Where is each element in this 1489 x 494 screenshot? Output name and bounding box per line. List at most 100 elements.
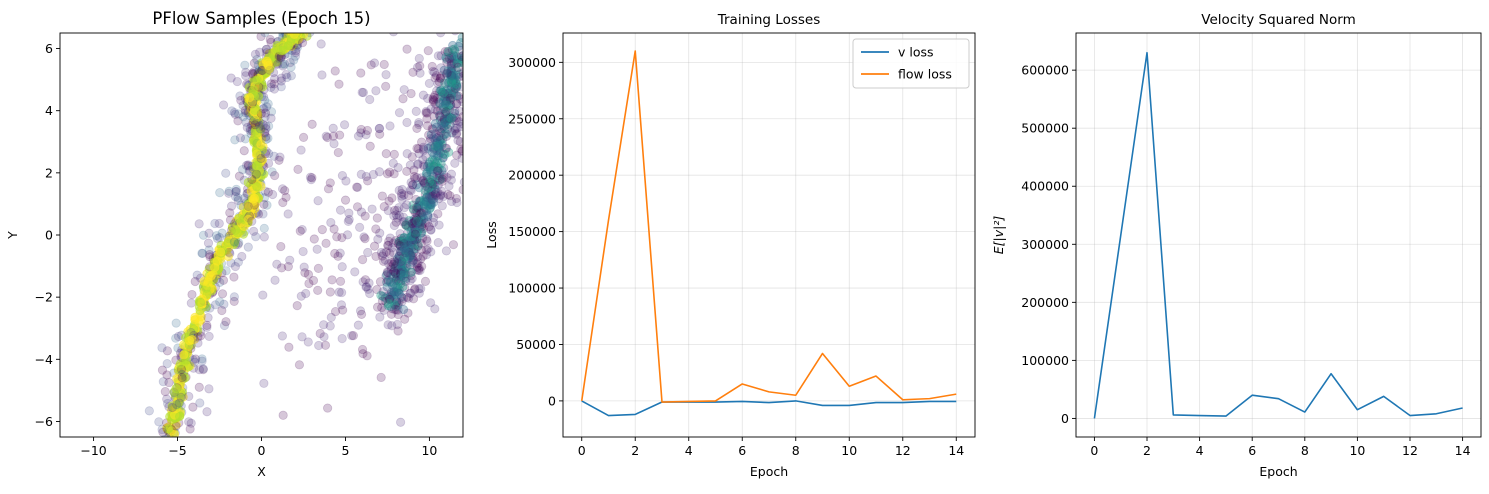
scatter-point <box>443 47 454 57</box>
scatter-point <box>394 264 404 274</box>
scatter-point <box>197 248 207 258</box>
scatter-point <box>334 79 344 89</box>
scatter-point <box>225 208 235 218</box>
scatter-point <box>259 199 269 209</box>
scatter-point <box>171 333 181 343</box>
scatter-point <box>444 77 454 87</box>
scatter-point <box>259 232 269 242</box>
scatter-point <box>432 187 443 197</box>
scatter-point <box>446 100 456 111</box>
scatter-point <box>350 267 360 277</box>
scatter-point <box>289 55 299 65</box>
scatter-point <box>243 203 254 213</box>
scatter-point <box>397 194 407 204</box>
scatter-point <box>403 247 413 257</box>
scatter-point <box>375 277 386 287</box>
scatter-point <box>250 120 260 130</box>
scatter-point <box>412 123 422 133</box>
scatter-point <box>452 81 462 91</box>
scatter-point <box>194 219 204 229</box>
scatter-point <box>272 259 282 269</box>
scatter-point <box>451 70 461 80</box>
scatter-point <box>435 137 445 147</box>
scatter-point <box>465 63 473 71</box>
scatter-point <box>405 237 415 247</box>
scatter-point <box>462 49 463 54</box>
scatter-point <box>265 34 275 45</box>
scatter-point <box>249 66 259 77</box>
scatter-point <box>299 262 309 272</box>
scatter-point <box>371 86 381 96</box>
scatter-point <box>374 167 385 177</box>
scatter-point <box>197 248 208 259</box>
scatter-point <box>408 237 418 247</box>
scatter-point <box>428 213 439 223</box>
scatter-point <box>458 50 463 61</box>
scatter-point <box>434 220 444 230</box>
scatter-point <box>387 193 397 203</box>
scatter-point <box>439 104 449 114</box>
scatter-point <box>426 247 436 257</box>
scatter-point <box>195 297 206 307</box>
scatter-point <box>193 338 203 348</box>
scatter-point <box>190 357 200 367</box>
scatter-point <box>187 289 197 300</box>
scatter-point <box>367 204 377 214</box>
scatter-point <box>365 288 375 299</box>
scatter-point <box>172 400 183 410</box>
scatter-point <box>398 212 409 222</box>
x-tick-label: 14 <box>1455 443 1471 458</box>
scatter-point <box>269 151 279 161</box>
scatter-point <box>185 424 195 434</box>
scatter-point <box>447 128 457 138</box>
scatter-point <box>445 191 455 201</box>
scatter-point <box>423 46 433 56</box>
scatter-point <box>210 262 220 273</box>
scatter-point <box>447 78 457 88</box>
scatter-point <box>275 152 285 162</box>
scatter-point <box>443 66 453 76</box>
scatter-point <box>256 139 266 149</box>
scatter-point <box>377 296 388 306</box>
scatter-point <box>439 170 449 180</box>
scatter-point <box>266 107 277 117</box>
y-tick-label: 100000 <box>1021 353 1069 368</box>
scatter-point <box>431 99 441 109</box>
scatter-point <box>369 241 380 251</box>
scatter-point <box>372 213 382 223</box>
axes-frame <box>1075 32 1482 438</box>
scatter-point <box>172 373 182 384</box>
scatter-point <box>231 184 241 194</box>
scatter-point <box>210 218 220 229</box>
scatter-point <box>249 58 259 68</box>
scatter-point <box>428 124 438 134</box>
scatter-point <box>397 296 407 307</box>
scatter-point <box>440 93 451 104</box>
scatter-point <box>441 246 452 256</box>
scatter-point <box>418 160 429 170</box>
scatter-point <box>414 117 424 128</box>
scatter-point <box>262 200 272 210</box>
series-line-series-0 <box>1093 51 1463 419</box>
scatter-point <box>256 153 266 164</box>
scatter-point <box>317 70 327 80</box>
scatter-point <box>151 459 159 467</box>
scatter-point <box>480 64 488 72</box>
scatter-point <box>184 391 194 402</box>
scatter-point <box>401 259 411 269</box>
scatter-point <box>139 446 147 454</box>
scatter-point <box>406 216 416 226</box>
scatter-point <box>383 320 393 330</box>
scatter-point <box>218 100 229 110</box>
scatter-point <box>339 120 350 130</box>
scatter-point <box>452 128 462 138</box>
y-tick-label: −2 <box>35 290 53 305</box>
scatter-point <box>371 224 381 234</box>
scatter-point <box>171 383 181 394</box>
scatter-point <box>186 443 194 451</box>
scatter-point <box>186 298 196 308</box>
scatter-point <box>394 108 405 118</box>
scatter-point <box>195 398 205 408</box>
scatter-point <box>394 185 404 195</box>
